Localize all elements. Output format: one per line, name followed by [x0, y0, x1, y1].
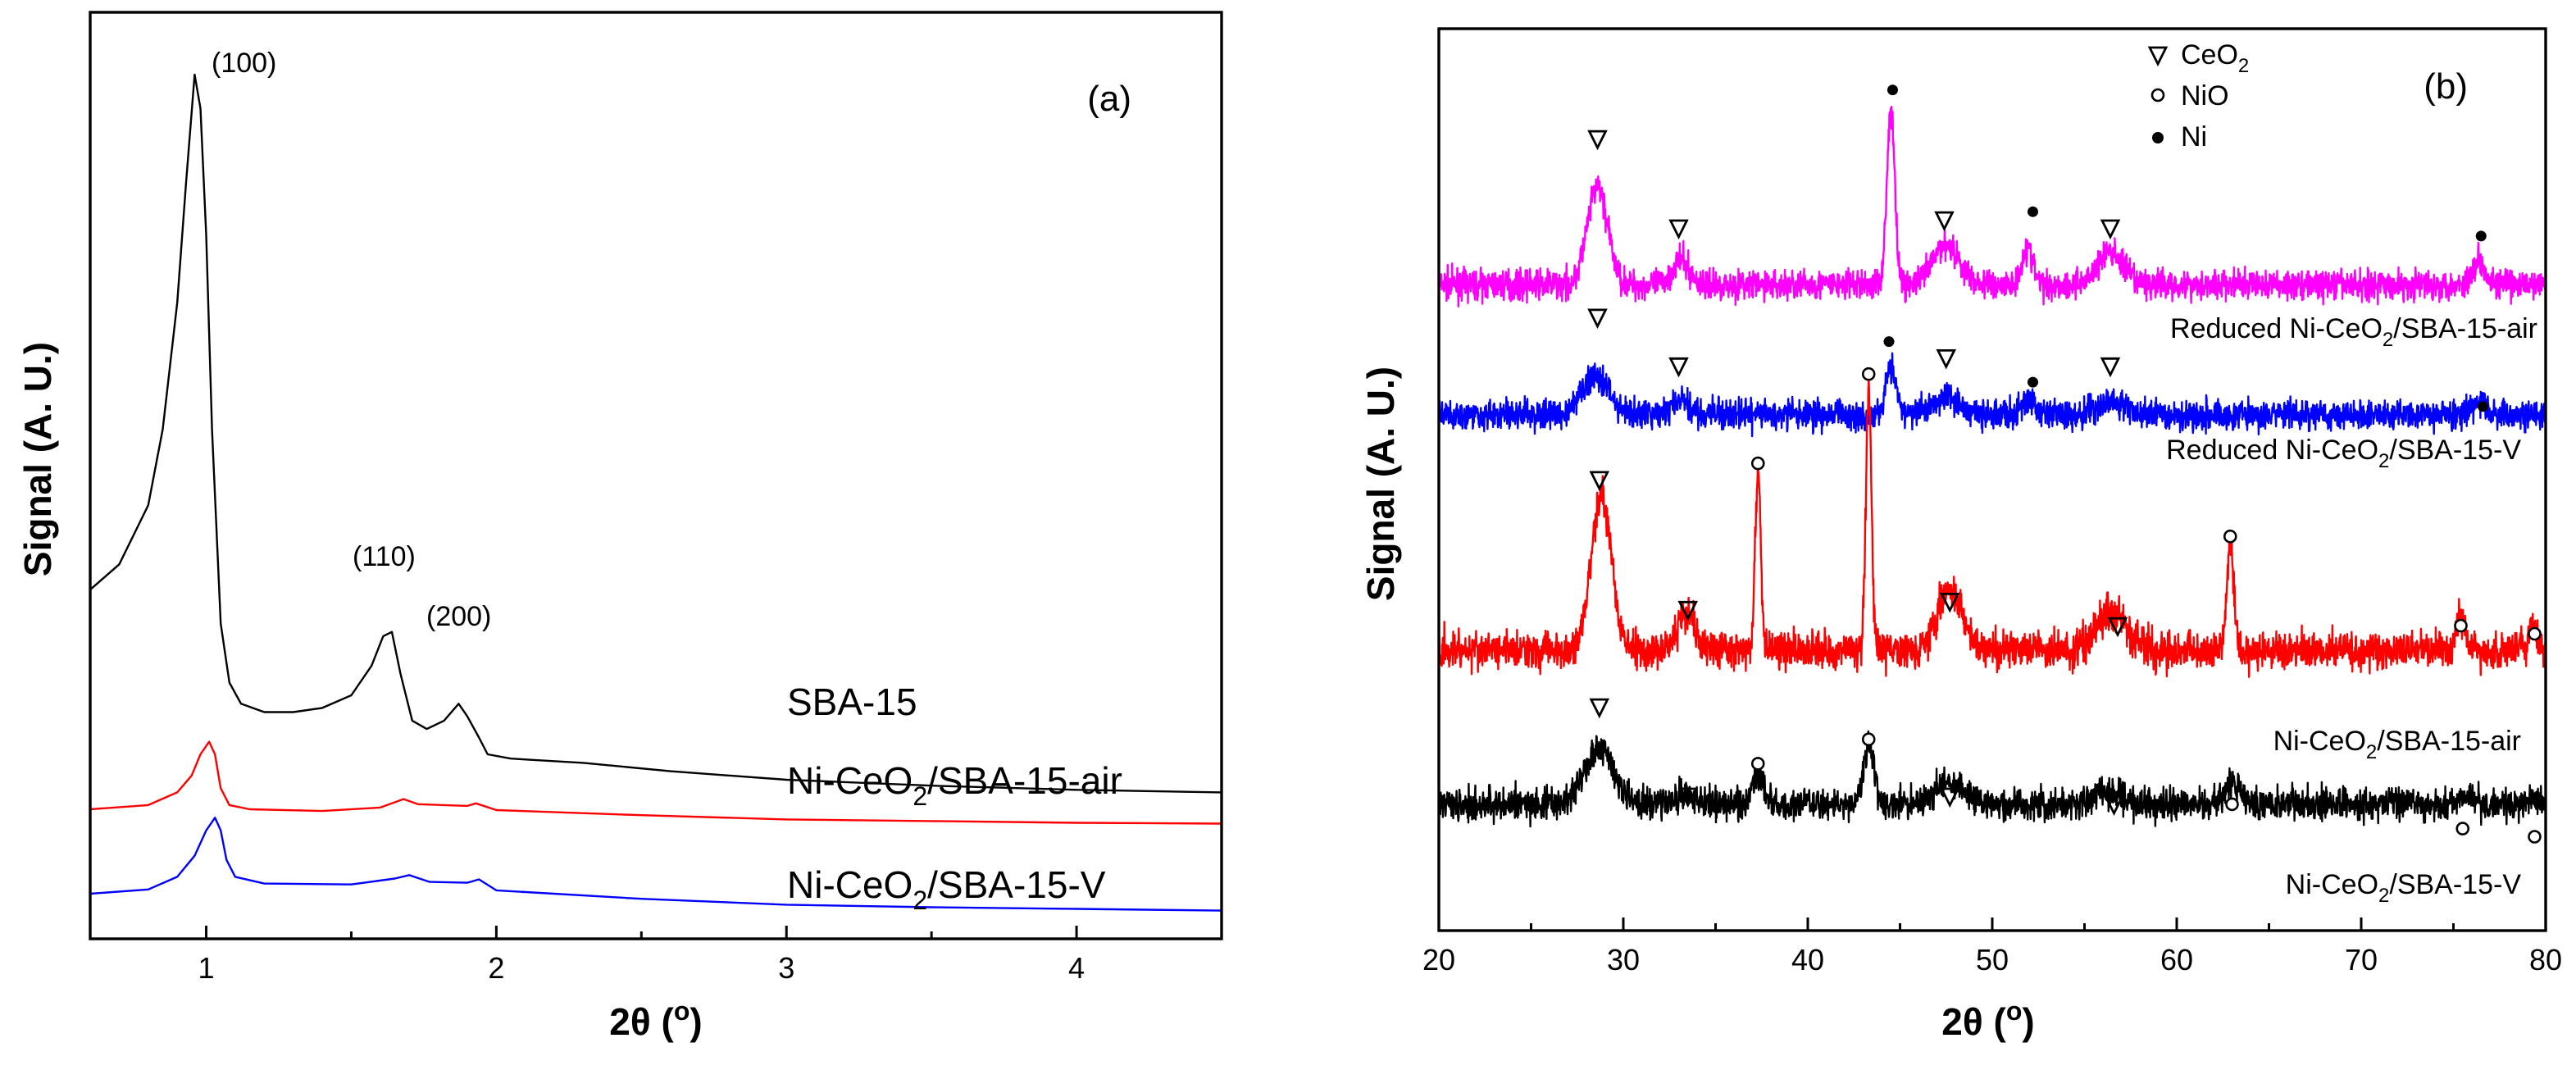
- panel-b-curves: [1437, 105, 2547, 828]
- nio-marker-icon: [2528, 830, 2542, 844]
- nio-marker-icon: [1861, 732, 1876, 747]
- nio-marker-icon: [1861, 367, 1876, 381]
- ceo2-marker-icon: [2100, 219, 2121, 240]
- ceo2-marker-icon: [1668, 357, 1689, 378]
- ceo2-marker-icon: [1589, 698, 1610, 719]
- panel-a-y-axis-title: Signal (A. U.): [16, 342, 59, 576]
- nio-marker-icon: [2455, 822, 2470, 836]
- panel-a-label: (a): [1087, 79, 1131, 119]
- x-tick-label-2: 2: [488, 951, 504, 985]
- x-tick-label-60: 60: [2160, 943, 2193, 977]
- ceo2-marker-icon: [1677, 787, 1699, 808]
- legend-nio-label: NiO: [2181, 80, 2229, 112]
- x-tick-label-80: 80: [2529, 943, 2562, 977]
- legend-nio-open-circle-icon: [2150, 88, 2165, 102]
- panel-b-phase-markers: [1587, 84, 2542, 844]
- panel-b-x-axis-title: 2θ (o): [1941, 996, 2034, 1043]
- ni-marker-icon: [2478, 401, 2488, 412]
- x-tick-label-40: 40: [1791, 943, 1824, 977]
- x-tick-label-70: 70: [2345, 943, 2378, 977]
- curve-ni-ceo2-sba-15-air: [89, 740, 1222, 825]
- ceo2-marker-icon: [1589, 471, 1610, 492]
- panel-a-x-ticks: 1 2 3 4: [198, 926, 1085, 985]
- series-label-v: Ni-CeO2/SBA-15-V: [2286, 869, 2522, 907]
- nio-marker-icon: [2528, 626, 2542, 641]
- legend-ni-label: Ni: [2181, 121, 2207, 153]
- panel-b-wide-angle-xrd: 20 30 40 50 60 70 80 (b) CeO2 NiO Ni Reduced N…: [1359, 27, 2562, 1043]
- x-tick-label-50: 50: [1976, 943, 2009, 977]
- ni-marker-icon: [1883, 336, 1895, 348]
- ni-marker-icon: [1887, 84, 1898, 96]
- curve-ni-ceo2-sba-15-air: [1437, 379, 2547, 678]
- nio-marker-icon: [2223, 529, 2237, 544]
- ceo2-marker-icon: [1668, 219, 1689, 240]
- ceo2-marker-icon: [1934, 211, 1955, 232]
- curve-ni-ceo2-sba-15-v: [89, 817, 1222, 912]
- ni-marker-icon: [2028, 376, 2038, 388]
- peak-label-100: (100): [212, 48, 276, 79]
- x-tick-label-30: 30: [1607, 943, 1640, 977]
- ceo2-marker-icon: [1587, 308, 1608, 330]
- panel-a-small-angle-xrd: 1 2 3 4 (a) (100) (110) (200) SBA-15 Ni-CeO…: [16, 11, 1223, 1043]
- ceo2-marker-icon: [1936, 349, 1957, 370]
- ceo2-marker-icon: [1939, 787, 1960, 808]
- x-tick-label-1: 1: [198, 951, 215, 985]
- x-tick-label-4: 4: [1068, 951, 1085, 985]
- panel-a-plot-frame: [89, 11, 1223, 940]
- panel-a-x-axis-title: 2θ (o): [609, 996, 702, 1043]
- ceo2-marker-icon: [1587, 130, 1608, 151]
- series-label-ni-ceo2-sba15-air: Ni-CeO2/SBA-15-air: [787, 759, 1122, 811]
- curve-ni-ceo2-sba-15-v: [1437, 730, 2547, 828]
- series-label-reduced-v: Reduced Ni-CeO2/SBA-15-V: [2166, 435, 2521, 472]
- nio-marker-icon: [2454, 618, 2468, 633]
- panel-b-legend: CeO2 NiO Ni: [2147, 39, 2249, 153]
- curve-reduced-ni-ceo2-sba-15-air: [1437, 105, 2547, 307]
- nio-marker-icon: [2225, 797, 2239, 812]
- nio-marker-icon: [1750, 757, 1765, 771]
- series-label-air: Ni-CeO2/SBA-15-air: [2273, 726, 2521, 763]
- peak-label-200: (200): [426, 601, 491, 632]
- ni-marker-icon: [2028, 206, 2038, 217]
- curve-reduced-ni-ceo2-sba-15-v: [1437, 352, 2547, 438]
- panel-b-label: (b): [2424, 66, 2468, 107]
- legend-ceo2-label: CeO2: [2181, 39, 2249, 77]
- ni-marker-icon: [2475, 230, 2487, 242]
- nio-marker-icon: [1750, 456, 1765, 471]
- ceo2-marker-icon: [1677, 600, 1699, 622]
- panel-b-y-axis-title: Signal (A. U.): [1359, 367, 1402, 601]
- legend-ceo2-triangle-icon: [2147, 46, 2169, 67]
- ceo2-marker-icon: [1939, 593, 1960, 613]
- ceo2-marker-icon: [2107, 617, 2128, 638]
- curve-sba-15: [89, 73, 1222, 794]
- panel-a-curves: [89, 73, 1222, 912]
- peak-label-110: (110): [353, 541, 416, 572]
- panel-b-x-ticks: 20 30 40 50 60 70 80: [1422, 917, 2562, 977]
- ceo2-marker-icon: [2100, 357, 2121, 378]
- ceo2-marker-icon: [2104, 795, 2124, 817]
- series-label-reduced-air: Reduced Ni-CeO2/SBA-15-air: [2170, 313, 2537, 351]
- x-tick-label-20: 20: [1422, 943, 1455, 977]
- x-tick-label-3: 3: [778, 951, 794, 985]
- legend-ni-filled-circle-icon: [2152, 132, 2164, 143]
- series-label-sba15: SBA-15: [787, 681, 917, 723]
